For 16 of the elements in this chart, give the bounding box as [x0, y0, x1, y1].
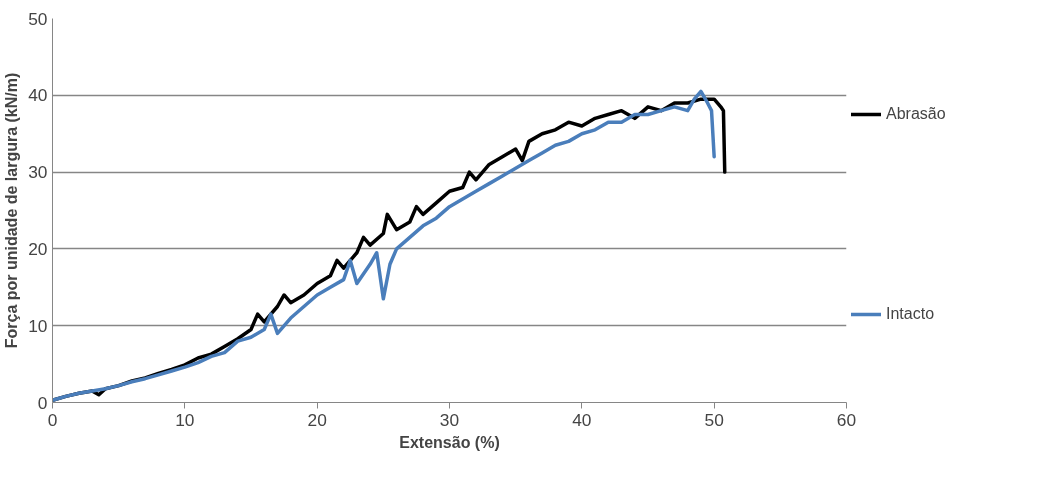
y-tick-label: 20 — [28, 238, 48, 259]
x-tick-label: 10 — [175, 409, 195, 430]
y-tick-label: 30 — [28, 162, 48, 183]
legend-label: Abrasão — [886, 105, 946, 123]
y-tick-label: 10 — [28, 315, 48, 336]
y-tick-label: 40 — [28, 85, 48, 106]
x-tick-label: 30 — [439, 409, 460, 430]
y-tick-label: 0 — [37, 392, 48, 413]
x-tick-label: 40 — [572, 409, 592, 430]
x-tick-label: 60 — [836, 409, 857, 430]
y-tick-label: 50 — [28, 8, 48, 29]
legend-label: Intacto — [886, 305, 935, 323]
y-axis-title: Força por unidade de largura (kN/m) — [3, 72, 21, 349]
x-tick-label: 50 — [704, 409, 724, 430]
x-axis-title: Extensão (%) — [399, 433, 500, 451]
x-tick-label: 20 — [307, 409, 327, 430]
